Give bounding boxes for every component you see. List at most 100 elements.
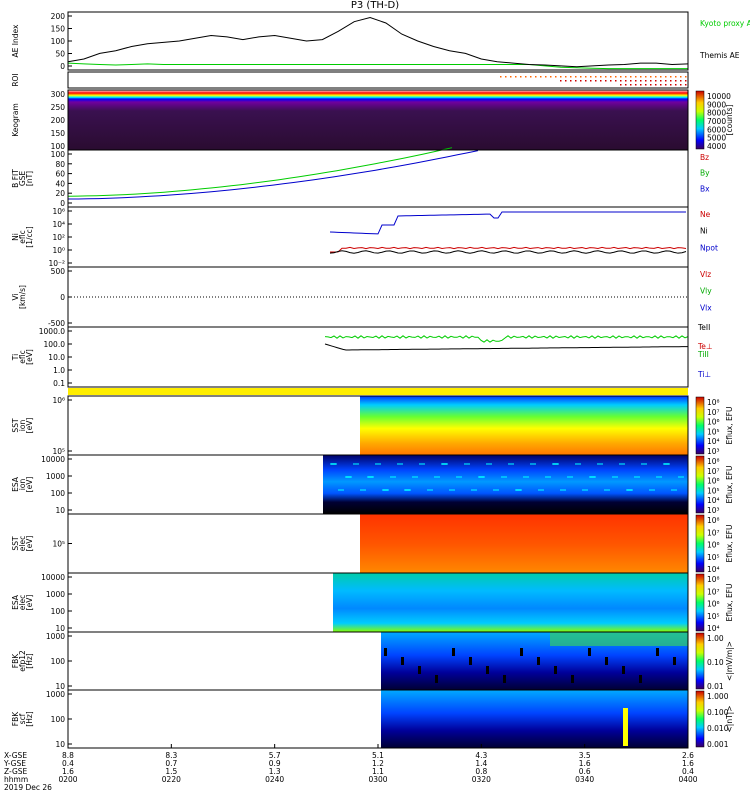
roi-dot	[655, 80, 657, 82]
speckle	[397, 463, 403, 465]
colorbar-tick-label: 0.01	[707, 682, 724, 691]
colorbar-tick-label: 10⁴	[707, 565, 720, 574]
colorbar-label: <|nT|>	[725, 706, 734, 733]
roi-dot	[585, 80, 587, 82]
y-axis-label: eflc	[18, 350, 27, 363]
roi-dot	[660, 84, 662, 86]
x-tick-label: 1.6	[682, 759, 694, 768]
roi-dot	[510, 76, 512, 78]
y-tick-label: 20	[55, 189, 65, 198]
roi-dot	[645, 76, 647, 78]
gap	[605, 657, 608, 665]
x-tick-column: 3.5 1.6 0.6 0340	[571, 752, 599, 784]
speckle	[338, 489, 344, 491]
colorbar-tick-label: 10⁴	[707, 437, 720, 446]
roi-dot	[560, 76, 562, 78]
roi-dot	[530, 76, 532, 78]
speckle	[383, 489, 389, 491]
mode-bar	[68, 388, 688, 395]
y-tick-label: 10⁴	[52, 220, 65, 229]
colorbar	[695, 455, 705, 514]
colorbar-tick-label: 10⁶	[707, 418, 720, 427]
colorbar-tick-label: 10000	[707, 92, 731, 101]
roi-dot	[570, 80, 572, 82]
y-tick-label: 10⁻²	[48, 259, 65, 268]
y-tick-label: 50	[55, 50, 65, 59]
sst-elec-image	[360, 514, 688, 573]
roi-dot	[500, 76, 502, 78]
colorbar-tick-label: 10⁶	[707, 477, 720, 486]
x-tick-label: 8.3	[165, 751, 178, 760]
roi-dot	[635, 80, 637, 82]
speckle	[375, 463, 381, 465]
temperature-frame	[67, 326, 689, 388]
colorbar-tick-label: 1.000	[707, 692, 729, 701]
row-label: hhmm	[4, 775, 29, 784]
x-tick-label: 0.8	[475, 767, 488, 776]
roi-dot	[645, 84, 647, 86]
speckle	[464, 463, 470, 465]
speckle	[671, 489, 677, 491]
y-tick-label: 200	[51, 116, 66, 125]
y-axis-label: FBK	[11, 711, 20, 726]
x-tick-label: 1.4	[475, 759, 488, 768]
roi-dot	[650, 84, 652, 86]
gap	[452, 648, 455, 656]
roi-dot	[680, 76, 682, 78]
y-tick-label: 10000	[41, 455, 65, 464]
x-tick-label: 1.1	[372, 767, 384, 776]
burst	[623, 708, 628, 746]
speckle	[604, 489, 610, 491]
legend-entry: Ti⊥	[697, 370, 711, 379]
speckle	[508, 463, 514, 465]
y-tick-label: 300	[51, 90, 66, 99]
roi-dot	[575, 76, 577, 78]
y-tick-label: 10.0	[48, 353, 65, 362]
gap	[435, 675, 438, 683]
colorbar-label: Eflux, EFU	[725, 584, 734, 622]
roi-dot	[630, 80, 632, 82]
colorbar-tick-label: 6000	[707, 125, 726, 134]
speckle	[634, 476, 640, 478]
y-axis-label: Ti	[11, 354, 20, 361]
plot-title: P3 (TH-D)	[350, 0, 400, 11]
roi-dot	[600, 76, 602, 78]
y-axis-label: elec	[18, 595, 27, 610]
y-tick-label: 100.0	[44, 340, 66, 349]
x-tick-label: 3.5	[578, 751, 591, 760]
roi-dot	[580, 80, 582, 82]
roi-dot	[540, 76, 542, 78]
speckle	[427, 489, 433, 491]
legend-entry: Vlz	[700, 270, 711, 279]
y-axis-label: B FIT	[11, 169, 20, 188]
roi-dot	[675, 84, 677, 86]
roi-dot	[585, 76, 587, 78]
colorbar-tick-label: 10⁸	[707, 575, 720, 584]
x-tick-label: 0200	[58, 775, 78, 784]
speckle	[545, 476, 551, 478]
x-tick-column: 2.6 1.6 0.4 0400	[674, 752, 702, 784]
speckle	[530, 463, 536, 465]
series-line	[67, 147, 453, 197]
roi-dot	[590, 80, 592, 82]
y-tick-label: 200	[51, 12, 66, 21]
roi-dot	[665, 76, 667, 78]
y-axis-label: [1/cc]	[25, 226, 34, 247]
x-tick-label: 0.4	[62, 759, 74, 768]
y-tick-label: 150	[51, 25, 66, 34]
speckle	[523, 476, 529, 478]
roi-dot	[610, 80, 612, 82]
colorbar	[695, 514, 705, 573]
speckle	[582, 489, 588, 491]
roi-dot	[675, 76, 677, 78]
roi-dot	[590, 76, 592, 78]
y-axis-label: SST	[11, 418, 20, 433]
y-tick-label: 10⁵	[52, 447, 65, 456]
roi-dot	[665, 80, 667, 82]
y-axis-label: ESA	[11, 476, 20, 492]
y-axis-label: ESA	[11, 594, 20, 610]
colorbar-tick-label: 10⁵	[707, 486, 720, 495]
y-axis-label: GSE	[18, 171, 27, 187]
bfield-frame	[67, 149, 689, 208]
y-tick-label: 10⁶	[52, 396, 65, 405]
